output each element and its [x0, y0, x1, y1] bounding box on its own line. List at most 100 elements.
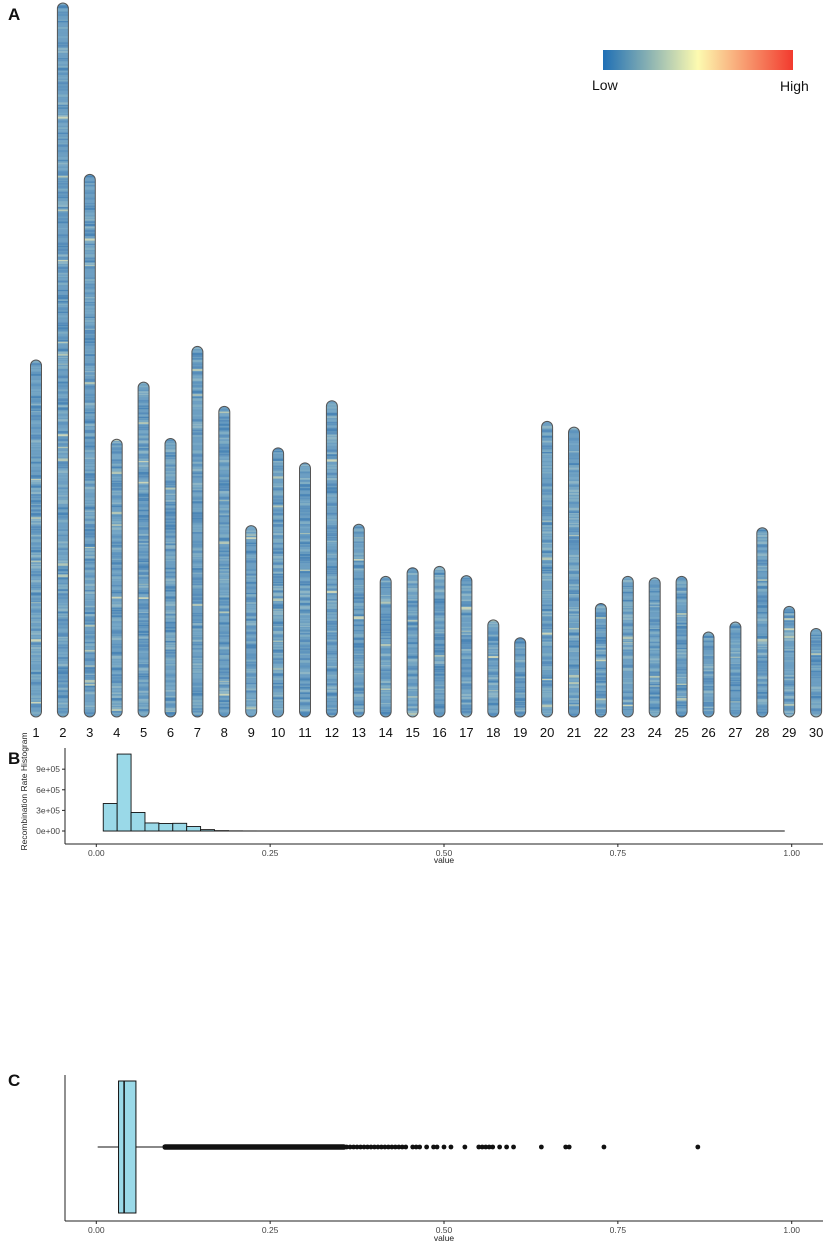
recombination-band: [30, 649, 42, 652]
recombination-band: [245, 701, 257, 705]
recombination-band: [460, 704, 472, 708]
recombination-band: [272, 661, 284, 664]
recombination-band: [272, 683, 284, 685]
recombination-band: [245, 620, 257, 623]
boxplot-outlier-point: [462, 1144, 468, 1150]
recombination-band: [487, 667, 499, 668]
recombination-band: [30, 598, 42, 600]
recombination-band: [326, 668, 338, 672]
recombination-band: [30, 470, 42, 472]
recombination-band: [568, 463, 580, 466]
recombination-band: [541, 671, 553, 672]
recombination-band: [810, 670, 822, 672]
recombination-band: [756, 553, 768, 557]
recombination-band: [30, 537, 42, 539]
recombination-band: [84, 462, 96, 464]
recombination-band: [568, 485, 580, 487]
recombination-band: [57, 115, 69, 117]
recombination-band: [272, 673, 284, 676]
recombination-band: [756, 577, 768, 579]
recombination-band: [165, 636, 176, 637]
recombination-band: [434, 609, 445, 611]
recombination-band: [703, 715, 714, 717]
recombination-band: [541, 514, 553, 517]
chromosome-label: 23: [621, 725, 635, 740]
recombination-band: [568, 604, 580, 608]
recombination-band: [218, 446, 230, 450]
recombination-band: [514, 648, 526, 650]
chromosome-outline: [56, 2, 69, 718]
recombination-band: [514, 665, 526, 668]
chromosome-body: [380, 576, 392, 717]
recombination-band: [568, 512, 580, 514]
recombination-band: [299, 539, 311, 541]
recombination-band: [487, 625, 499, 628]
recombination-band: [111, 704, 123, 706]
recombination-band: [568, 551, 580, 554]
recombination-band: [649, 696, 661, 699]
recombination-band: [541, 450, 553, 452]
recombination-band: [541, 591, 553, 594]
boxplot-outlier-point: [368, 1144, 374, 1150]
recombination-band: [326, 545, 338, 547]
recombination-band: [380, 660, 392, 663]
recombination-band: [756, 715, 768, 717]
recombination-band: [353, 692, 365, 694]
recombination-band: [541, 601, 553, 603]
recombination-band: [595, 691, 607, 693]
recombination-band: [30, 550, 42, 553]
recombination-band: [407, 698, 419, 700]
recombination-band: [84, 632, 96, 634]
recombination-band: [353, 701, 365, 704]
recombination-band: [57, 396, 69, 398]
recombination-band: [434, 646, 445, 648]
chromosome-ideogram: 1 2 3 4 5 6 7 8 9 10 11 12 13 14 15 16 17 18 19 20 21 22 23 24 2…: [30, 2, 823, 740]
recombination-band: [783, 608, 795, 611]
recombination-band: [460, 633, 472, 636]
recombination-band: [326, 481, 338, 483]
recombination-band: [30, 412, 42, 415]
recombination-band: [84, 475, 96, 479]
recombination-band: [84, 433, 96, 437]
legend-low-label: Low: [592, 77, 619, 93]
recombination-band: [30, 429, 42, 432]
recombination-band: [191, 615, 203, 617]
recombination-band: [30, 487, 42, 491]
recombination-band: [57, 97, 69, 100]
recombination-band: [622, 596, 634, 599]
recombination-band: [30, 485, 42, 488]
recombination-band: [57, 212, 69, 216]
recombination-band: [57, 239, 69, 242]
recombination-band: [30, 704, 42, 706]
recombination-band: [30, 372, 42, 374]
recombination-band: [191, 398, 203, 401]
recombination-band: [138, 671, 150, 674]
recombination-band: [622, 602, 634, 604]
recombination-band: [460, 628, 472, 630]
recombination-band: [111, 692, 123, 695]
recombination-band: [460, 670, 472, 672]
recombination-band: [595, 667, 607, 670]
recombination-band: [84, 326, 96, 328]
recombination-band: [57, 441, 69, 443]
recombination-band: [218, 541, 230, 545]
recombination-band: [191, 658, 203, 659]
recombination-band: [165, 680, 176, 682]
recombination-band: [460, 684, 472, 687]
recombination-band: [57, 690, 69, 692]
recombination-band: [810, 689, 822, 692]
recombination-band: [57, 602, 69, 605]
recombination-band: [84, 229, 96, 233]
recombination-band: [218, 583, 230, 585]
recombination-band: [30, 517, 42, 519]
recombination-band: [272, 548, 284, 551]
recombination-band: [568, 587, 580, 590]
recombination-band: [30, 424, 42, 426]
recombination-band: [272, 616, 284, 619]
recombination-band: [353, 640, 365, 642]
recombination-band: [272, 640, 284, 642]
recombination-band: [57, 375, 69, 379]
recombination-band: [407, 575, 419, 577]
recombination-band: [57, 162, 69, 165]
recombination-band: [568, 698, 580, 701]
